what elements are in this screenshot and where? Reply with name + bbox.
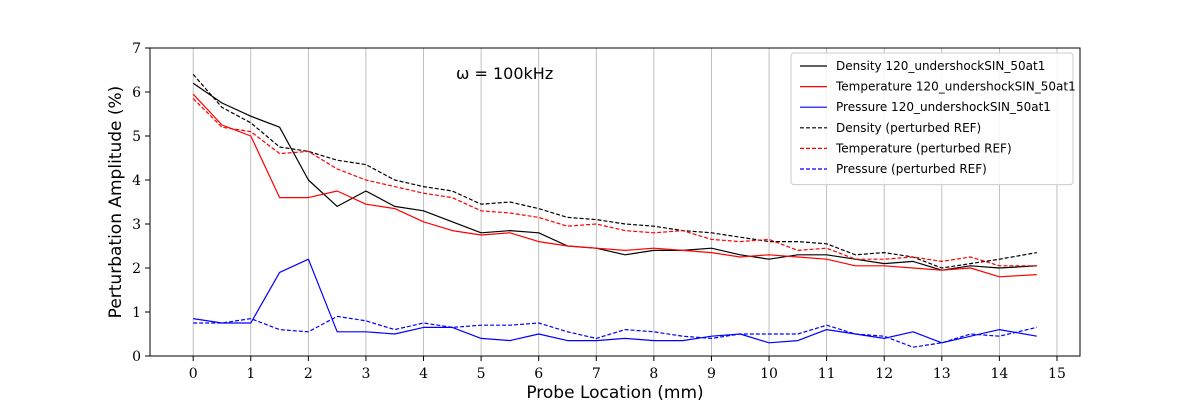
x-tick-label: 10	[760, 366, 778, 382]
series-line-5	[193, 315, 1037, 348]
x-tick-label: 15	[1048, 366, 1066, 382]
x-tick-label: 8	[649, 366, 658, 382]
x-tick-label: 11	[818, 366, 836, 382]
legend-label-1: Temperature 120_undershockSIN_50at1	[835, 80, 1076, 94]
y-axis-label: Perturbation Amplitude (%)	[106, 86, 126, 319]
series-line-1	[192, 93, 1037, 278]
x-tick-label: 9	[707, 366, 716, 382]
series-line-3	[192, 74, 1037, 269]
series-layer	[192, 74, 1037, 348]
x-tick-label: 7	[592, 366, 601, 382]
y-tick-label: 1	[132, 305, 141, 321]
x-tick-label: 0	[189, 366, 198, 382]
x-tick-label: 13	[933, 366, 951, 382]
y-tick-label: 6	[132, 85, 141, 101]
x-tick-label: 6	[534, 366, 543, 382]
legend-label-0: Density 120_undershockSIN_50at1	[836, 59, 1045, 73]
legend-label-3: Density (perturbed REF)	[836, 121, 981, 135]
x-tick-label: 2	[304, 366, 313, 382]
omega-annotation: ω = 100kHz	[456, 64, 553, 83]
x-tick-label: 12	[875, 366, 893, 382]
legend-label-4: Temperature (perturbed REF)	[835, 141, 1012, 155]
x-tick-label: 14	[990, 366, 1008, 382]
x-axis-label: Probe Location (mm)	[526, 383, 703, 400]
x-tick-label: 4	[419, 366, 428, 382]
y-tick-label: 3	[132, 217, 141, 233]
x-tick-label: 3	[361, 366, 370, 382]
x-tick-label: 5	[477, 366, 486, 382]
series-line-2	[193, 258, 1037, 344]
y-tick-label: 0	[132, 349, 141, 365]
legend-label-2: Pressure 120_undershockSIN_50at1	[836, 100, 1051, 114]
plot-frame	[149, 47, 1081, 357]
y-tick-label: 4	[132, 173, 141, 189]
y-tick-label: 2	[132, 261, 141, 277]
y-tick-label: 7	[132, 41, 141, 57]
series-line-4	[192, 98, 1037, 267]
legend: Density 120_undershockSIN_50at1 Temperatu…	[790, 52, 1076, 186]
series-line-0	[192, 82, 1037, 271]
y-tick-label: 5	[132, 129, 141, 145]
x-tick-label: 1	[246, 366, 255, 382]
legend-frame	[790, 52, 1074, 186]
legend-label-5: Pressure (perturbed REF)	[836, 162, 987, 176]
